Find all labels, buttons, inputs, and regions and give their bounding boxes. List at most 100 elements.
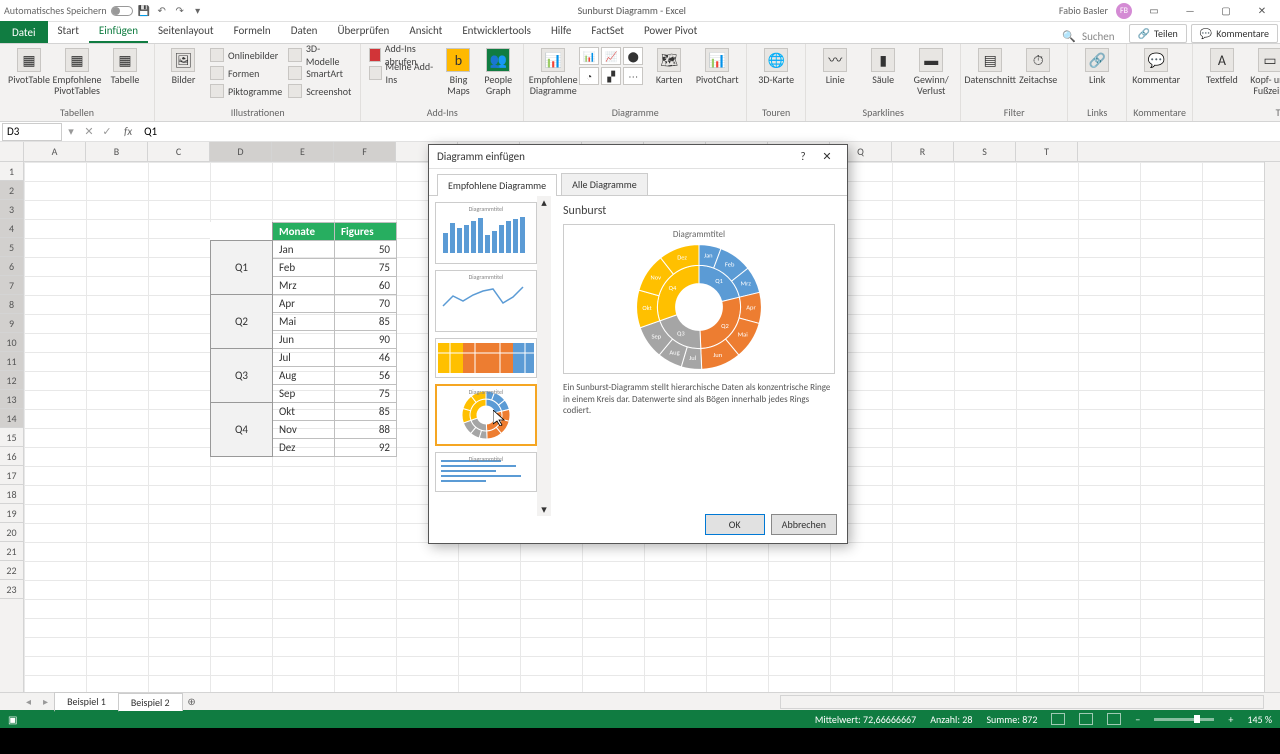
row-header[interactable]: 18 <box>0 485 24 504</box>
my-addins-button[interactable]: Meine Add-Ins <box>367 64 437 82</box>
ribbon-tab[interactable]: Start <box>48 20 89 43</box>
maps-button[interactable]: 🗺Karten <box>646 46 692 87</box>
name-box[interactable] <box>2 123 62 141</box>
slicer-button[interactable]: ▤Datenschnitt <box>967 46 1013 87</box>
view-pagebreak-icon[interactable] <box>1107 713 1121 725</box>
column-header[interactable]: S <box>954 142 1016 161</box>
row-header[interactable]: 14 <box>0 409 24 428</box>
row-header[interactable]: 6 <box>0 257 24 276</box>
comment-button[interactable]: 💬Kommentar <box>1133 46 1179 87</box>
row-header[interactable]: 17 <box>0 466 24 485</box>
screenshot-button[interactable]: Screenshot <box>286 82 354 100</box>
select-all-corner[interactable] <box>0 142 24 162</box>
search-icon[interactable]: 🔍 <box>1056 30 1082 43</box>
zoom-level[interactable]: 145 % <box>1247 713 1272 726</box>
chart-type-icon[interactable]: 📊 <box>579 47 599 65</box>
row-header[interactable]: 5 <box>0 238 24 257</box>
thumb-sunburst[interactable]: Diagrammtitel <box>435 384 537 446</box>
chart-type-icon[interactable]: 📈 <box>601 47 621 65</box>
row-header[interactable]: 21 <box>0 542 24 561</box>
horizontal-scrollbar[interactable] <box>780 695 1264 709</box>
row-header[interactable]: 3 <box>0 200 24 219</box>
column-header[interactable]: R <box>892 142 954 161</box>
vertical-scrollbar[interactable] <box>1264 162 1280 692</box>
row-header[interactable]: 9 <box>0 314 24 333</box>
record-macro-icon[interactable]: ▣ <box>8 713 17 726</box>
online-pictures-button[interactable]: Onlinebilder <box>208 46 284 64</box>
column-header[interactable]: D <box>210 142 272 161</box>
chart-type-icon[interactable]: ▞ <box>601 67 621 85</box>
recommended-charts-button[interactable]: 📊Empfohlene Diagramme <box>530 46 576 98</box>
recommended-pivot-button[interactable]: ▦Empfohlene PivotTables <box>54 46 100 98</box>
ribbon-tab[interactable]: Power Pivot <box>634 20 707 43</box>
zoom-in-icon[interactable]: + <box>1228 713 1233 726</box>
pivotchart-button[interactable]: 📊PivotChart <box>694 46 740 87</box>
bing-maps-button[interactable]: bBing Maps <box>440 46 478 98</box>
row-header[interactable]: 23 <box>0 580 24 599</box>
ok-button[interactable]: OK <box>705 514 765 535</box>
row-header[interactable]: 22 <box>0 561 24 580</box>
row-header[interactable]: 11 <box>0 352 24 371</box>
link-button[interactable]: 🔗Link <box>1074 46 1120 87</box>
formula-input[interactable] <box>140 125 1280 138</box>
enter-formula-icon[interactable]: ✓ <box>98 125 116 138</box>
maximize-icon[interactable]: ▢ <box>1212 1 1240 21</box>
smartart-button[interactable]: SmartArt <box>286 64 354 82</box>
thumb-scroll-down-icon[interactable]: ▾ <box>541 503 547 516</box>
sheet-tab-2[interactable]: Beispiel 2 <box>118 693 183 711</box>
ribbon-tab[interactable]: Daten <box>281 20 328 43</box>
column-header[interactable]: E <box>272 142 334 161</box>
row-header[interactable]: 16 <box>0 447 24 466</box>
row-header[interactable]: 7 <box>0 276 24 295</box>
zoom-slider[interactable] <box>1154 718 1214 721</box>
row-header[interactable]: 4 <box>0 219 24 238</box>
thumb-column[interactable]: Diagrammtitel <box>435 202 537 264</box>
close-icon[interactable]: ✕ <box>1248 1 1276 21</box>
share-button[interactable]: 🔗Teilen <box>1129 24 1187 43</box>
sparkline-column-button[interactable]: ▮Säule <box>860 46 906 87</box>
redo-icon[interactable]: ↷ <box>173 4 187 18</box>
chart-type-icon[interactable]: ◔ <box>579 67 599 85</box>
thumb-scroll-up-icon[interactable]: ▴ <box>541 196 547 209</box>
column-header[interactable]: C <box>148 142 210 161</box>
chart-type-icon[interactable]: ⬤ <box>623 47 643 65</box>
thumb-treemap[interactable] <box>435 338 537 378</box>
undo-icon[interactable]: ↶ <box>155 4 169 18</box>
sheet-tab-1[interactable]: Beispiel 1 <box>54 692 119 712</box>
ribbon-tab[interactable]: Ansicht <box>399 20 452 43</box>
icons-button[interactable]: Piktogramme <box>208 82 284 100</box>
cancel-formula-icon[interactable]: ✕ <box>80 125 98 138</box>
comments-button[interactable]: 💬Kommentare <box>1191 24 1278 43</box>
column-header[interactable]: B <box>86 142 148 161</box>
shapes-button[interactable]: Formen <box>208 64 284 82</box>
cancel-button[interactable]: Abbrechen <box>771 514 837 535</box>
tab-recommended[interactable]: Empfohlene Diagramme <box>437 174 557 196</box>
dialog-help-icon[interactable]: ? <box>791 150 815 163</box>
view-layout-icon[interactable] <box>1079 713 1093 725</box>
view-normal-icon[interactable] <box>1051 713 1065 725</box>
ribbon-tab[interactable]: FactSet <box>581 20 634 43</box>
save-icon[interactable]: 💾 <box>137 4 151 18</box>
ribbon-tab[interactable]: Seitenlayout <box>148 20 224 43</box>
chart-type-icon[interactable]: ⋯ <box>623 67 643 85</box>
autosave-toggle[interactable] <box>111 6 133 16</box>
column-header[interactable]: A <box>24 142 86 161</box>
ribbon-tab[interactable]: Entwicklertools <box>452 20 541 43</box>
textbox-button[interactable]: ATextfeld <box>1199 46 1245 87</box>
user-avatar[interactable]: FB <box>1116 3 1132 19</box>
table-button[interactable]: ▦Tabelle <box>102 46 148 87</box>
row-header[interactable]: 13 <box>0 390 24 409</box>
thumb-bar[interactable]: Diagrammtitel <box>435 452 537 492</box>
row-header[interactable]: 15 <box>0 428 24 447</box>
column-header[interactable]: F <box>334 142 396 161</box>
pivottable-button[interactable]: ▦PivotTable <box>6 46 52 87</box>
thumb-line[interactable]: Diagrammtitel <box>435 270 537 332</box>
3d-models-button[interactable]: 3D-Modelle <box>286 46 354 64</box>
sparkline-winloss-button[interactable]: ▬Gewinn/ Verlust <box>908 46 954 98</box>
tab-all-charts[interactable]: Alle Diagramme <box>561 173 648 195</box>
fx-icon[interactable]: fx <box>116 125 140 138</box>
ribbon-tab[interactable]: Überprüfen <box>327 20 399 43</box>
preview-box[interactable]: Diagrammtitel Q1JanFebMrzQ2AprMaiJunQ3Ju… <box>563 224 835 374</box>
row-header[interactable]: 1 <box>0 162 24 181</box>
timeline-button[interactable]: ⏱Zeitachse <box>1015 46 1061 87</box>
